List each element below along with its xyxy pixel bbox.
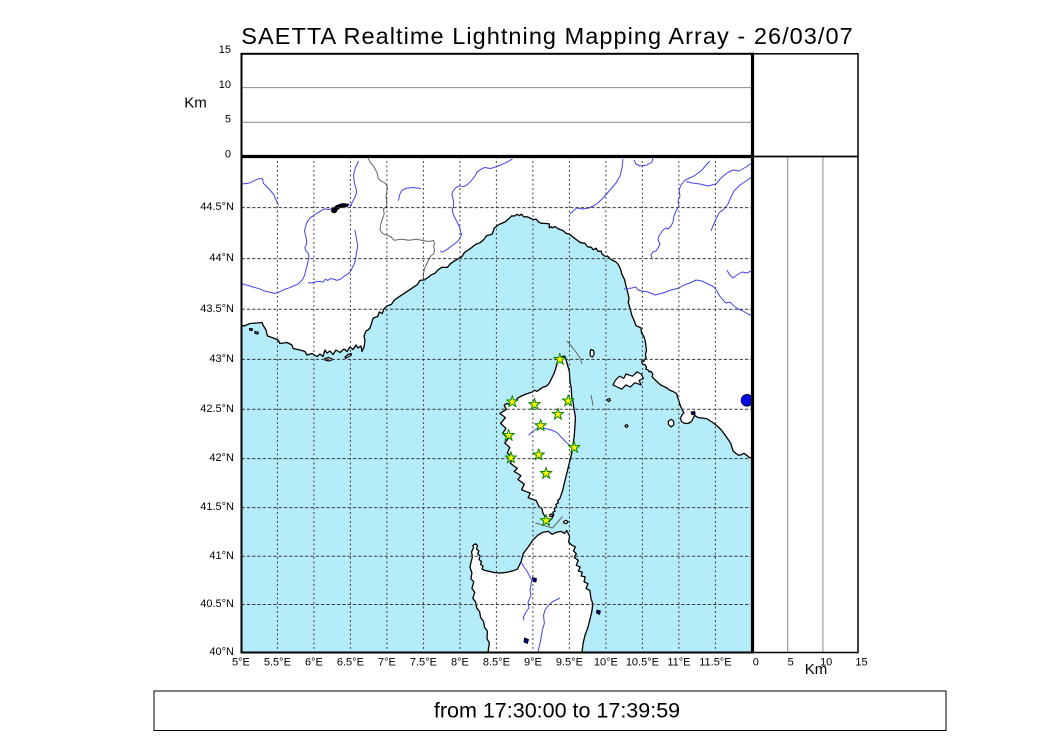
svg-text:10: 10 <box>820 657 832 669</box>
svg-text:11°E: 11°E <box>667 657 690 669</box>
svg-text:42°N: 42°N <box>209 452 234 464</box>
svg-text:6°E: 6°E <box>305 657 323 669</box>
svg-text:Km: Km <box>805 661 828 678</box>
svg-text:9°E: 9°E <box>524 657 542 669</box>
svg-text:5: 5 <box>788 657 794 669</box>
svg-text:0: 0 <box>753 657 759 669</box>
svg-text:10: 10 <box>219 79 231 91</box>
svg-text:42.5°N: 42.5°N <box>200 403 234 415</box>
svg-text:11.5°E: 11.5°E <box>699 657 731 669</box>
svg-text:10°E: 10°E <box>594 657 618 669</box>
svg-text:40.5°N: 40.5°N <box>200 598 234 610</box>
svg-text:SAETTA Realtime Lightning Mapp: SAETTA Realtime Lightning Mapping Array … <box>241 23 853 49</box>
svg-text:8.5°E: 8.5°E <box>483 657 510 669</box>
svg-text:43°N: 43°N <box>209 353 234 365</box>
svg-text:15: 15 <box>855 657 867 669</box>
svg-text:5: 5 <box>225 114 231 126</box>
svg-text:7°E: 7°E <box>378 657 396 669</box>
svg-text:5°E: 5°E <box>232 657 250 669</box>
svg-text:44.5°N: 44.5°N <box>200 201 234 213</box>
svg-text:41°N: 41°N <box>209 550 234 562</box>
svg-text:44°N: 44°N <box>209 252 234 264</box>
svg-text:5.5°E: 5.5°E <box>264 657 291 669</box>
svg-text:9.5°E: 9.5°E <box>556 657 583 669</box>
svg-text:40°N: 40°N <box>209 646 234 658</box>
svg-text:43.5°N: 43.5°N <box>200 303 234 315</box>
svg-text:0: 0 <box>225 149 231 161</box>
svg-text:8°E: 8°E <box>451 657 469 669</box>
svg-text:6.5°E: 6.5°E <box>337 657 364 669</box>
svg-text:15: 15 <box>219 44 231 56</box>
svg-text:7.5°E: 7.5°E <box>410 657 437 669</box>
svg-text:from 17:30:00 to 17:39:59: from 17:30:00 to 17:39:59 <box>434 699 680 723</box>
svg-text:10.5°E: 10.5°E <box>626 657 659 669</box>
svg-text:Km: Km <box>184 95 207 112</box>
svg-text:41.5°N: 41.5°N <box>200 501 234 513</box>
